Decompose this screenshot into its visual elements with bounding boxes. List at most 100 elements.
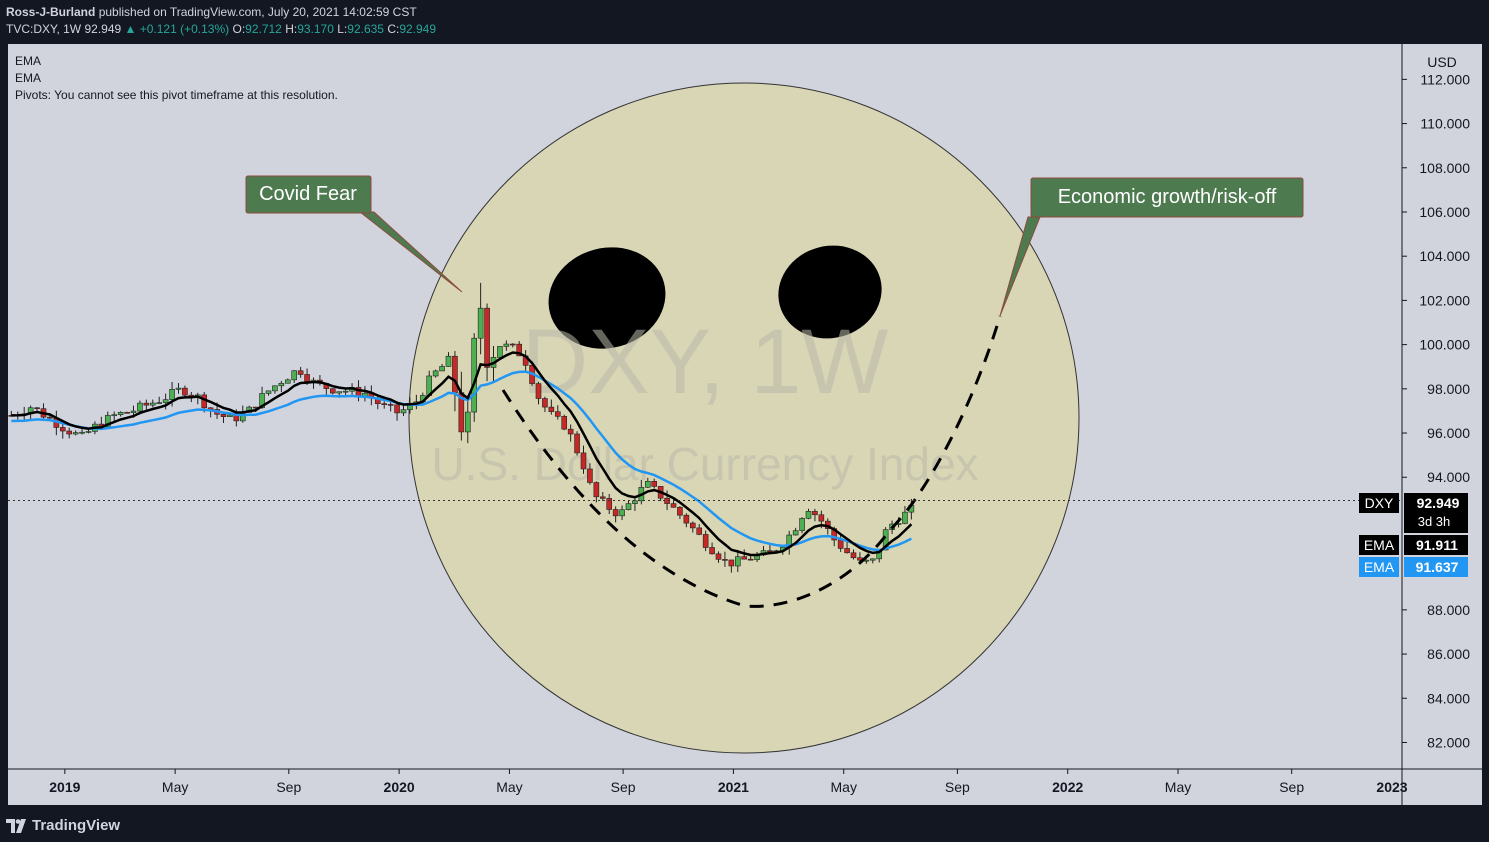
- candle-up[interactable]: [104, 415, 111, 428]
- candle-up[interactable]: [169, 389, 175, 400]
- candle-down[interactable]: [612, 509, 619, 517]
- candle-down[interactable]: [722, 559, 728, 561]
- candle-up[interactable]: [156, 402, 163, 404]
- candle-down[interactable]: [850, 552, 857, 559]
- candle-down[interactable]: [709, 547, 715, 555]
- candle-up[interactable]: [227, 414, 233, 418]
- candle-up[interactable]: [259, 393, 265, 409]
- candle-down[interactable]: [741, 556, 748, 560]
- candle-down[interactable]: [561, 416, 568, 430]
- candle-down[interactable]: [689, 522, 696, 529]
- candle-down[interactable]: [567, 428, 574, 435]
- candle-down[interactable]: [182, 387, 188, 396]
- candle-down[interactable]: [574, 433, 580, 454]
- ema-slow-tag[interactable]: EMA 91.637: [1359, 557, 1468, 577]
- candle-down[interactable]: [387, 404, 394, 406]
- candle-up[interactable]: [72, 432, 79, 435]
- candle-down[interactable]: [728, 559, 735, 567]
- candle-up[interactable]: [85, 431, 92, 433]
- author-name[interactable]: Ross-J-Burland: [6, 5, 96, 19]
- candle-down[interactable]: [381, 403, 388, 405]
- candle-up[interactable]: [79, 431, 85, 434]
- candle-down[interactable]: [297, 370, 304, 375]
- candle-up[interactable]: [265, 390, 272, 394]
- candle-down[interactable]: [606, 498, 613, 510]
- candle-up[interactable]: [869, 558, 876, 561]
- candle-down[interactable]: [593, 482, 600, 498]
- candle-down[interactable]: [66, 430, 73, 435]
- candle-up[interactable]: [111, 414, 118, 417]
- candle-up[interactable]: [805, 511, 812, 519]
- candle-down[interactable]: [484, 307, 490, 368]
- candle-up[interactable]: [799, 518, 805, 531]
- candle-down[interactable]: [47, 416, 53, 419]
- candle-up[interactable]: [272, 385, 278, 392]
- candle-down[interactable]: [394, 404, 400, 414]
- candle-down[interactable]: [535, 383, 542, 399]
- candle-up[interactable]: [149, 402, 156, 406]
- candle-up[interactable]: [162, 399, 169, 403]
- candle-up[interactable]: [625, 503, 632, 511]
- ema-slow-line[interactable]: [11, 370, 912, 552]
- candle-down[interactable]: [34, 407, 40, 410]
- candle-up[interactable]: [278, 382, 285, 387]
- candle-down[interactable]: [220, 413, 227, 418]
- candle-down[interactable]: [124, 412, 130, 414]
- candle-up[interactable]: [503, 343, 510, 347]
- candle-down[interactable]: [747, 558, 754, 561]
- candle-down[interactable]: [329, 388, 336, 394]
- candle-up[interactable]: [117, 412, 124, 416]
- candle-down[interactable]: [651, 481, 658, 487]
- candle-down[interactable]: [452, 355, 458, 393]
- candle-up[interactable]: [902, 511, 908, 524]
- candle-down[interactable]: [767, 550, 773, 552]
- price-axis[interactable]: [1402, 44, 1482, 769]
- candle-down[interactable]: [812, 511, 818, 516]
- candle-up[interactable]: [445, 355, 452, 367]
- candle-up[interactable]: [632, 500, 638, 504]
- candle-up[interactable]: [439, 366, 445, 372]
- candle-up[interactable]: [130, 410, 137, 413]
- candle-up[interactable]: [175, 387, 182, 390]
- candle-up[interactable]: [342, 390, 349, 393]
- legend-ema-1[interactable]: EMA: [15, 54, 41, 68]
- candle-down[interactable]: [844, 548, 850, 554]
- candle-down[interactable]: [587, 468, 593, 483]
- candle-up[interactable]: [400, 409, 407, 414]
- candle-up[interactable]: [477, 307, 484, 339]
- candle-up[interactable]: [432, 370, 439, 377]
- candle-down[interactable]: [818, 514, 825, 522]
- candle-up[interactable]: [284, 379, 291, 384]
- candle-down[interactable]: [542, 398, 548, 408]
- candle-down[interactable]: [837, 539, 844, 549]
- candle-up[interactable]: [644, 481, 651, 488]
- candle-down[interactable]: [715, 553, 722, 560]
- legend-ema-2[interactable]: EMA: [15, 71, 41, 85]
- candle-down[interactable]: [516, 343, 523, 357]
- ema-fast-tag[interactable]: EMA 91.911: [1359, 535, 1468, 555]
- candle-up[interactable]: [137, 402, 143, 412]
- candle-down[interactable]: [696, 527, 703, 535]
- candle-up[interactable]: [336, 391, 343, 394]
- legend-pivots[interactable]: Pivots: You cannot see this pivot timefr…: [15, 88, 338, 102]
- candle-up[interactable]: [619, 509, 625, 517]
- candle-down[interactable]: [304, 374, 310, 382]
- candle-up[interactable]: [792, 530, 799, 536]
- candle-up[interactable]: [734, 556, 741, 567]
- candle-up[interactable]: [291, 370, 298, 381]
- candle-down[interactable]: [509, 343, 516, 346]
- candle-down[interactable]: [59, 427, 66, 432]
- candle-up[interactable]: [497, 346, 503, 358]
- candle-down[interactable]: [702, 534, 709, 548]
- candle-down[interactable]: [599, 496, 606, 499]
- candle-down[interactable]: [143, 402, 150, 406]
- candle-down[interactable]: [548, 406, 555, 412]
- time-axis[interactable]: [8, 769, 1482, 805]
- candle-down[interactable]: [677, 506, 683, 516]
- tradingview-brand[interactable]: TradingView: [6, 817, 120, 834]
- covid-callout[interactable]: Covid Fear: [245, 175, 463, 293]
- growth-callout[interactable]: Economic growth/risk-off: [999, 177, 1304, 317]
- ema-fast-line[interactable]: [11, 351, 913, 557]
- dxy-price-tag[interactable]: DXY 92.949 3d 3h: [1359, 493, 1468, 533]
